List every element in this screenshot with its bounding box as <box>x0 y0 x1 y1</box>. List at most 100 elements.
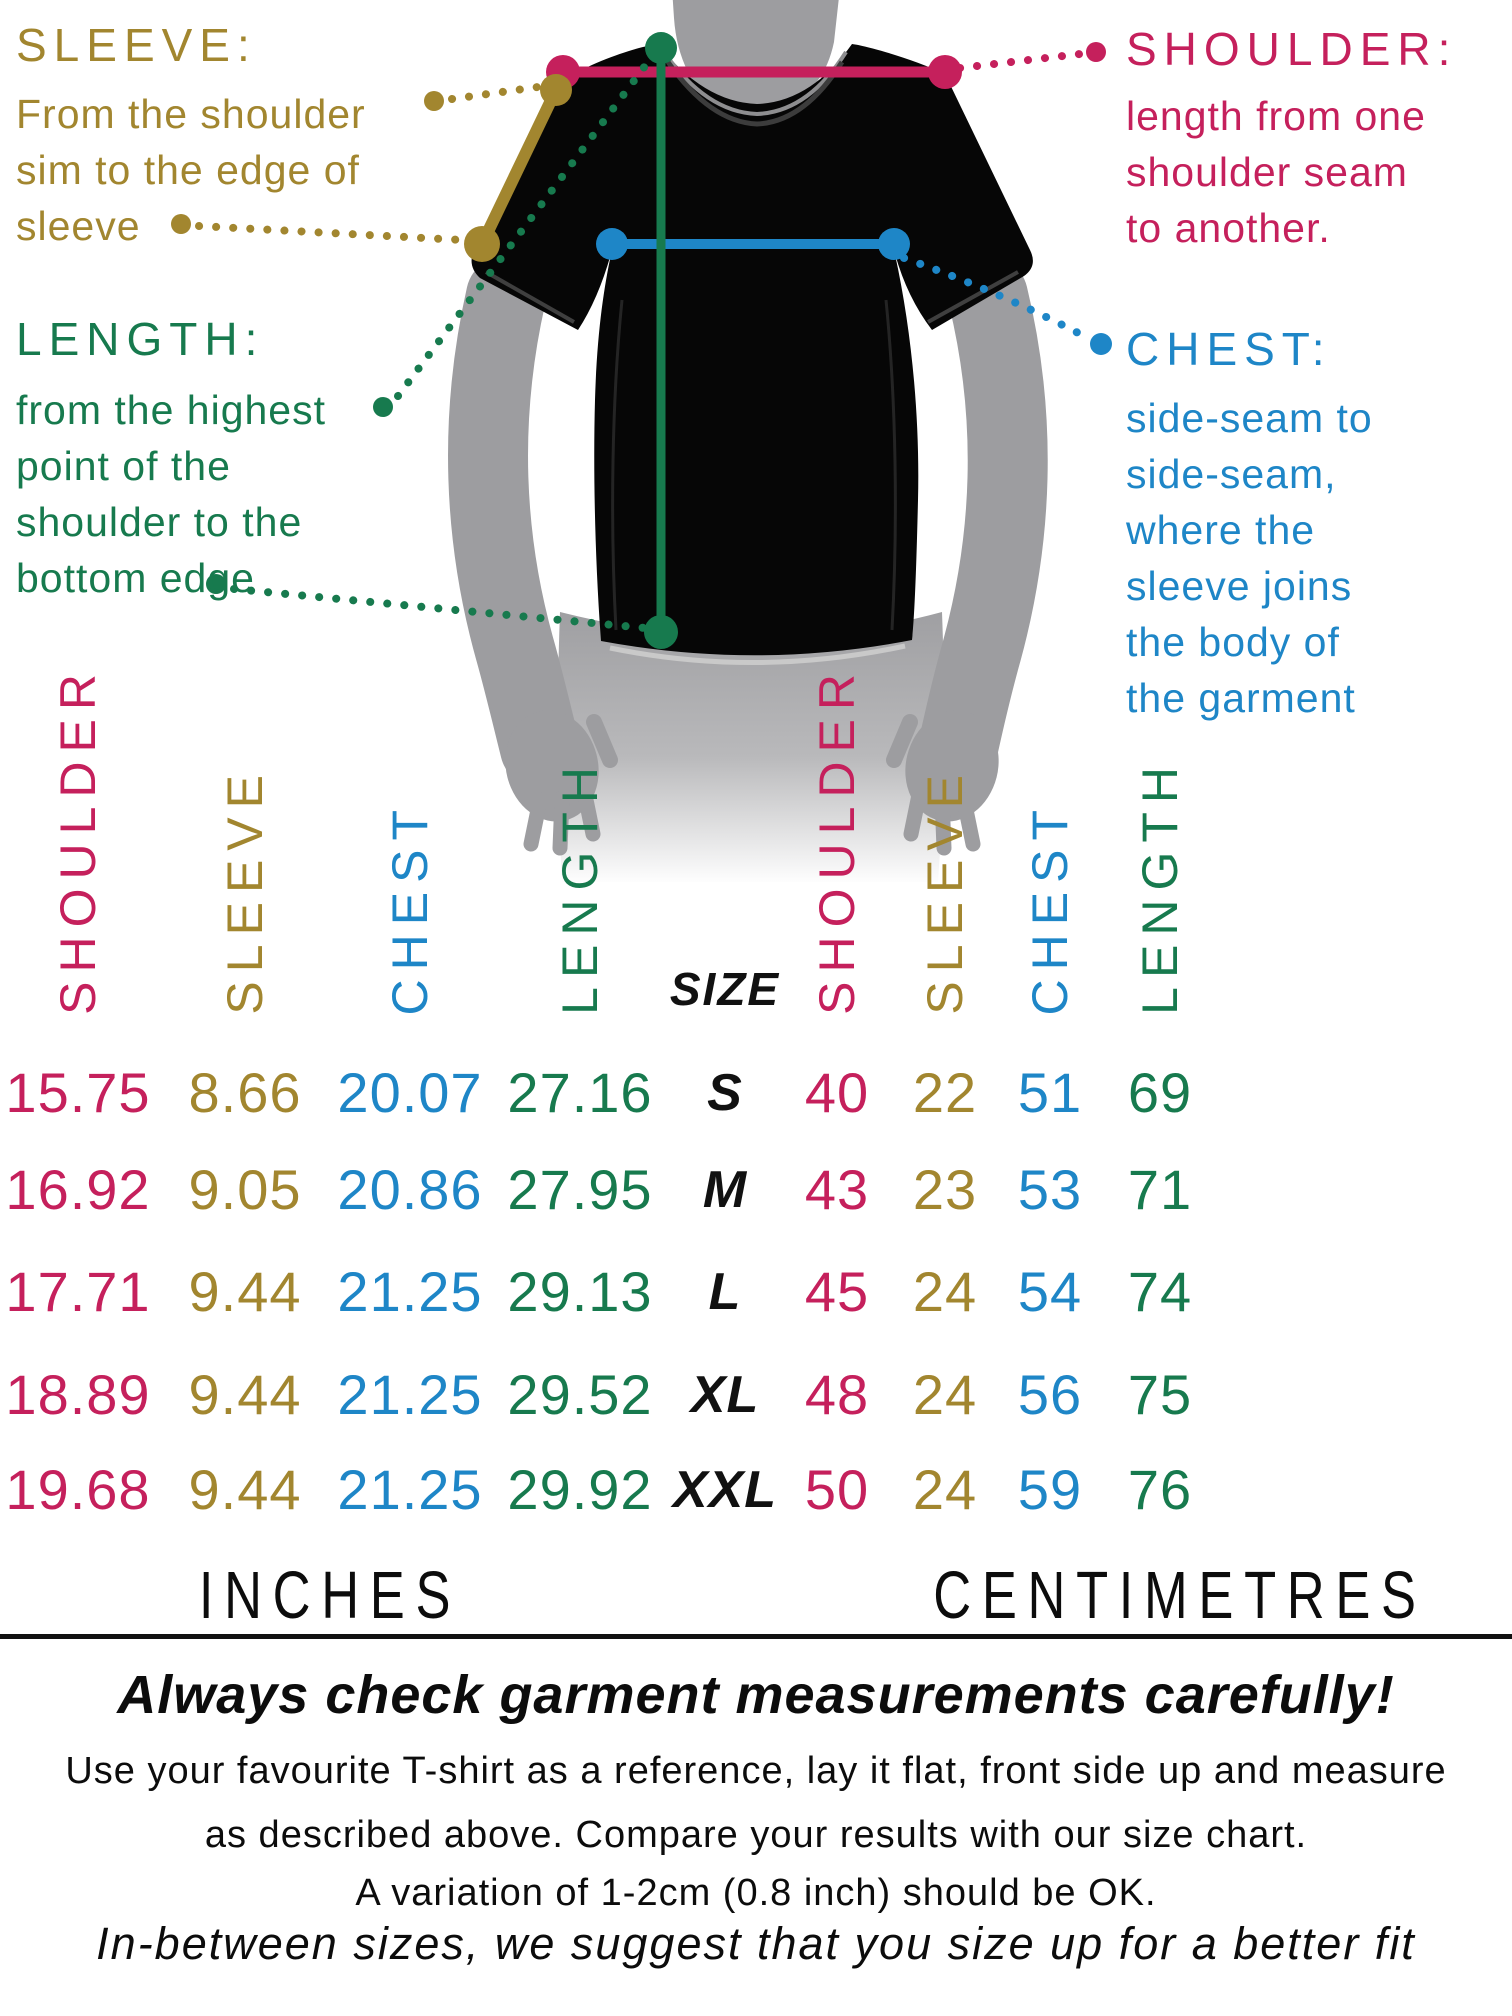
cell-chest-cm: 51 <box>1017 1061 1083 1124</box>
footer-line: as described above. Compare your results… <box>204 1814 1308 1856</box>
table-row-m: 16.92 9.05 20.86 27.95 M 43 23 53 71 <box>0 1150 1512 1230</box>
shoulder-note-heading: SHOULDER: <box>1126 23 1458 75</box>
chest-leader <box>900 254 1112 355</box>
sleeve-note-heading: SLEEVE: <box>16 19 257 71</box>
col-header-length-inches: LENGTH <box>552 758 608 1015</box>
length-measure-line <box>644 32 678 649</box>
silhouette-right-hand <box>886 710 999 856</box>
cell-size: L <box>708 1263 742 1321</box>
cell-shoulder-cm: 45 <box>804 1260 870 1323</box>
cell-length-in: 29.52 <box>507 1363 653 1426</box>
length-note-line: point of the <box>16 443 231 489</box>
unit-label-inches: INCHES <box>198 1557 462 1633</box>
cell-shoulder-in: 16.92 <box>5 1158 151 1221</box>
length-leader-bottom <box>206 574 649 632</box>
shoulder-measure-line <box>546 55 962 89</box>
chest-note: CHEST: side-seam to side-seam, where the… <box>1126 322 1373 726</box>
chest-note-line: sleeve joins <box>1126 563 1353 609</box>
cell-sleeve-in: 9.05 <box>188 1158 302 1221</box>
cell-shoulder-in: 18.89 <box>5 1363 151 1426</box>
shoulder-note-line: shoulder seam <box>1126 149 1408 195</box>
left-sleeve-hem-highlight <box>485 270 575 324</box>
cell-shoulder-in: 19.68 <box>5 1458 151 1521</box>
sleeve-note-line: From the shoulder <box>16 91 366 137</box>
cell-sleeve-cm: 24 <box>912 1458 978 1521</box>
cell-chest-in: 21.25 <box>337 1363 483 1426</box>
cell-chest-cm: 56 <box>1017 1363 1083 1426</box>
length-note-heading: LENGTH: <box>16 313 265 365</box>
silhouette-left-hand <box>505 710 618 856</box>
chest-note-line: side-seam to <box>1126 395 1373 441</box>
cell-shoulder-cm: 43 <box>804 1158 870 1221</box>
sleeve-note: SLEEVE: From the shoulder sim to the edg… <box>16 18 366 254</box>
cell-sleeve-in: 9.44 <box>188 1363 302 1426</box>
cell-shoulder-in: 15.75 <box>5 1061 151 1124</box>
footer-headline: Always check garment measurements carefu… <box>117 1665 1395 1725</box>
cell-size: S <box>707 1064 743 1122</box>
tshirt <box>471 44 1033 656</box>
chest-note-line: where the <box>1126 507 1316 553</box>
chest-note-heading: CHEST: <box>1126 323 1332 375</box>
table-row-xxl: 19.68 9.44 21.25 29.92 XXL 50 24 59 76 <box>0 1450 1512 1530</box>
cell-sleeve-cm: 24 <box>912 1260 978 1323</box>
sleeve-measure-line <box>464 74 572 262</box>
cell-size: XL <box>690 1366 760 1424</box>
cell-length-cm: 75 <box>1127 1363 1193 1426</box>
table-row-s: 15.75 8.66 20.07 27.16 S 40 22 51 69 <box>0 1053 1512 1133</box>
cell-chest-cm: 54 <box>1017 1260 1083 1323</box>
cell-length-in: 29.13 <box>507 1260 653 1323</box>
cell-chest-in: 20.86 <box>337 1158 483 1221</box>
silhouette-legs <box>557 612 945 882</box>
cell-sleeve-cm: 22 <box>912 1061 978 1124</box>
cell-shoulder-cm: 40 <box>804 1061 870 1124</box>
table-row-l: 17.71 9.44 21.25 29.13 L 45 24 54 74 <box>0 1252 1512 1332</box>
left-side-crease <box>611 299 624 631</box>
silhouette-left-arm <box>448 256 580 788</box>
cell-length-in: 29.92 <box>507 1458 653 1521</box>
cell-length-cm: 71 <box>1127 1158 1193 1221</box>
cell-size: M <box>702 1161 748 1219</box>
cell-length-cm: 69 <box>1127 1061 1193 1124</box>
hem-highlight <box>609 643 906 665</box>
cell-shoulder-cm: 48 <box>804 1363 870 1426</box>
col-header-chest-cm: CHEST <box>1022 800 1078 1015</box>
sleeve-note-line: sleeve <box>16 203 141 249</box>
cell-length-cm: 74 <box>1127 1260 1193 1323</box>
footer-line: Use your favourite T-shirt as a referenc… <box>65 1750 1447 1792</box>
cell-sleeve-cm: 24 <box>912 1363 978 1426</box>
size-column-header: SIZE <box>669 963 781 1015</box>
shoulder-note-line: to another. <box>1126 205 1331 251</box>
shoulder-note-line: length from one <box>1126 93 1426 139</box>
col-header-length-cm: LENGTH <box>1132 758 1188 1015</box>
collar-inner-shadow <box>665 60 845 127</box>
cell-chest-in: 21.25 <box>337 1260 483 1323</box>
chest-note-line: the body of <box>1126 619 1340 665</box>
cell-shoulder-cm: 50 <box>804 1458 870 1521</box>
length-note-line: shoulder to the <box>16 499 303 545</box>
cell-sleeve-in: 9.44 <box>188 1458 302 1521</box>
chest-note-line: side-seam, <box>1126 451 1337 497</box>
length-note-line: from the highest <box>16 387 326 433</box>
cell-length-in: 27.16 <box>507 1061 653 1124</box>
cell-chest-cm: 53 <box>1017 1158 1083 1221</box>
col-header-sleeve-inches: SLEEVE <box>217 766 273 1015</box>
cell-length-in: 27.95 <box>507 1158 653 1221</box>
cell-sleeve-in: 9.44 <box>188 1260 302 1323</box>
col-header-sleeve-cm: SLEEVE <box>917 766 973 1015</box>
sleeve-note-line: sim to the edge of <box>16 147 360 193</box>
cell-chest-in: 21.25 <box>337 1458 483 1521</box>
footer-emphasis: In-between sizes, we suggest that you si… <box>96 1918 1416 1969</box>
cell-size: XXL <box>672 1461 778 1519</box>
right-sleeve-hem-highlight <box>927 270 1019 324</box>
length-note-line: bottom edge <box>16 555 255 601</box>
shoulder-leader <box>956 42 1106 72</box>
shoulder-note: SHOULDER: length from one shoulder seam … <box>1126 22 1457 256</box>
tshirt-measurement-diagram <box>171 0 1112 882</box>
col-header-shoulder-inches: SHOULDER <box>50 665 106 1015</box>
collar-highlight <box>662 50 848 117</box>
cell-shoulder-in: 17.71 <box>5 1260 151 1323</box>
length-note: LENGTH: from the highest point of the sh… <box>16 312 326 606</box>
cell-chest-cm: 59 <box>1017 1458 1083 1521</box>
col-header-chest-inches: CHEST <box>382 800 438 1015</box>
